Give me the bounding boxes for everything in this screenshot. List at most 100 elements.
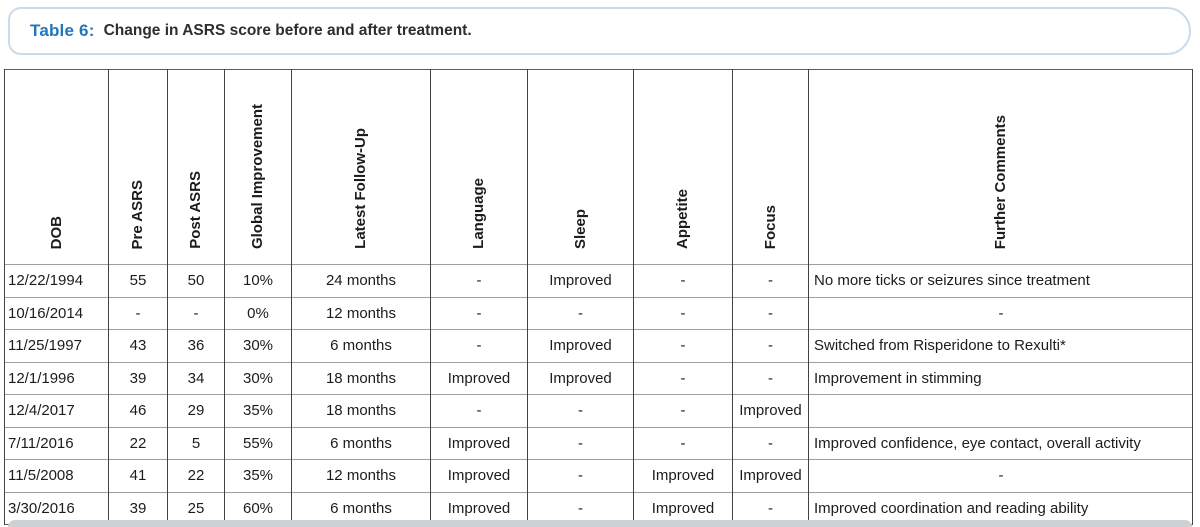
table-cell: Improved (527, 329, 634, 362)
table-cell: 25 (167, 491, 225, 525)
table-row: 12/1/1996 39 34 30% 18 months Improved Improve… (4, 361, 1193, 395)
next-section-edge (8, 520, 1192, 527)
table-cell: - (527, 491, 634, 525)
table-caption-text: Change in ASRS score before and after tr… (103, 22, 472, 39)
table-cell: 12/22/1994 (4, 264, 109, 297)
column-header-post-asrs-label: Post ASRS (187, 171, 205, 249)
column-header-dob-label: DOB (47, 215, 65, 249)
column-header-sleep-label: Sleep (571, 208, 589, 249)
column-header-appetite-label: Appetite (674, 189, 692, 249)
column-header-global-improvement-label: Global Improvement (249, 103, 267, 249)
table-cell: 11/5/2008 (4, 459, 109, 492)
table-row: 12/22/1994 55 50 10% 24 months - Improved - - No … (4, 264, 1193, 297)
table-cell (808, 394, 1193, 427)
table-cell: Improved (430, 426, 528, 460)
table-cell: 24 months (291, 264, 431, 297)
table-row: 3/30/2016 39 25 60% 6 months Improved - Improve… (4, 491, 1193, 525)
table-cell: Improved confidence, eye contact, overal… (808, 426, 1193, 460)
table-cell: No more ticks or seizures since treatmen… (808, 264, 1193, 297)
table-cell: 10/16/2014 (4, 296, 109, 330)
asrs-table: DOB Pre ASRS Post ASRS Global Improvemen… (4, 69, 1193, 525)
table-cell: Improved (732, 394, 809, 427)
table-caption-label: Table 6: (30, 21, 95, 40)
table-row: 11/25/1997 43 36 30% 6 months - Improved - - Swit… (4, 329, 1193, 362)
table-cell: - (167, 296, 225, 330)
column-header-latest-follow-up-label: Latest Follow-Up (352, 128, 370, 249)
table-cell: 29 (167, 394, 225, 427)
column-header-appetite: Appetite (633, 69, 733, 265)
table-cell: - (732, 361, 809, 395)
table-cell: - (527, 426, 634, 460)
table-cell: Improved (430, 459, 528, 492)
table-cell: 34 (167, 361, 225, 395)
table-cell: - (633, 329, 733, 362)
table-cell: Improvement in stimming (808, 361, 1193, 395)
column-header-language: Language (430, 69, 528, 265)
table-cell: - (808, 296, 1193, 330)
column-header-dob: DOB (4, 69, 109, 265)
table-cell: 39 (108, 361, 168, 395)
table-cell: - (633, 394, 733, 427)
table-cell: Improved (732, 459, 809, 492)
header-row: DOB Pre ASRS Post ASRS Global Improvemen… (4, 69, 1193, 265)
table-cell: - (430, 296, 528, 330)
table-cell: 0% (224, 296, 292, 330)
table-cell: Improved (527, 361, 634, 395)
column-header-latest-follow-up: Latest Follow-Up (291, 69, 431, 265)
table-cell: 6 months (291, 426, 431, 460)
column-header-focus: Focus (732, 69, 809, 265)
column-header-focus-label: Focus (761, 204, 779, 249)
table-cell: 35% (224, 459, 292, 492)
table-cell: - (430, 329, 528, 362)
table-cell: 30% (224, 329, 292, 362)
table-cell: 36 (167, 329, 225, 362)
table-cell: 12/4/2017 (4, 394, 109, 427)
table-cell: - (732, 329, 809, 362)
table-cell: 55% (224, 426, 292, 460)
table-cell: - (808, 459, 1193, 492)
table-cell: - (527, 459, 634, 492)
table-cell: - (108, 296, 168, 330)
column-header-further-comments: Further Comments (808, 69, 1193, 265)
table-header: DOB Pre ASRS Post ASRS Global Improvemen… (4, 69, 1193, 265)
table-cell: 41 (108, 459, 168, 492)
table-row: 12/4/2017 46 29 35% 18 months - - - Improved (4, 394, 1193, 427)
table-cell: Improved (633, 459, 733, 492)
column-header-sleep: Sleep (527, 69, 634, 265)
table-cell: 6 months (291, 329, 431, 362)
table-cell: 22 (108, 426, 168, 460)
table-cell: - (732, 296, 809, 330)
table-cell: - (732, 491, 809, 525)
table-cell: - (633, 296, 733, 330)
table-cell: - (732, 426, 809, 460)
table-row: 10/16/2014- -0% 12 months - - - - - (4, 296, 1193, 330)
table-cell: Switched from Risperidone to Rexulti* (808, 329, 1193, 362)
column-header-further-comments-label: Further Comments (991, 114, 1009, 249)
table-cell: 18 months (291, 361, 431, 395)
table-cell: 10% (224, 264, 292, 297)
table-cell: Improved (430, 361, 528, 395)
table-row: 7/11/2016 22 5 55% 6 months Improved - - - Improv… (4, 426, 1193, 460)
table-cell: - (527, 296, 634, 330)
table-cell: 50 (167, 264, 225, 297)
table-cell: 5 (167, 426, 225, 460)
table-caption-box: Table 6: Change in ASRS score before and… (8, 7, 1191, 55)
table-cell: Improved coordination and reading abilit… (808, 491, 1193, 525)
column-header-pre-asrs: Pre ASRS (108, 69, 168, 265)
column-header-language-label: Language (470, 178, 488, 249)
table-cell: 12 months (291, 459, 431, 492)
table-cell: 22 (167, 459, 225, 492)
table-cell: - (430, 394, 528, 427)
table-cell: 12/1/1996 (4, 361, 109, 395)
column-header-post-asrs: Post ASRS (167, 69, 225, 265)
column-header-pre-asrs-label: Pre ASRS (129, 179, 147, 249)
column-header-global-improvement: Global Improvement (224, 69, 292, 265)
table-cell: - (633, 361, 733, 395)
table-cell: - (732, 264, 809, 297)
table-cell: - (430, 264, 528, 297)
table-cell: 11/25/1997 (4, 329, 109, 362)
table-row: 11/5/2008 41 22 35% 12 months Improved - Improv… (4, 459, 1193, 492)
table-cell: 39 (108, 491, 168, 525)
table-cell: - (527, 394, 634, 427)
